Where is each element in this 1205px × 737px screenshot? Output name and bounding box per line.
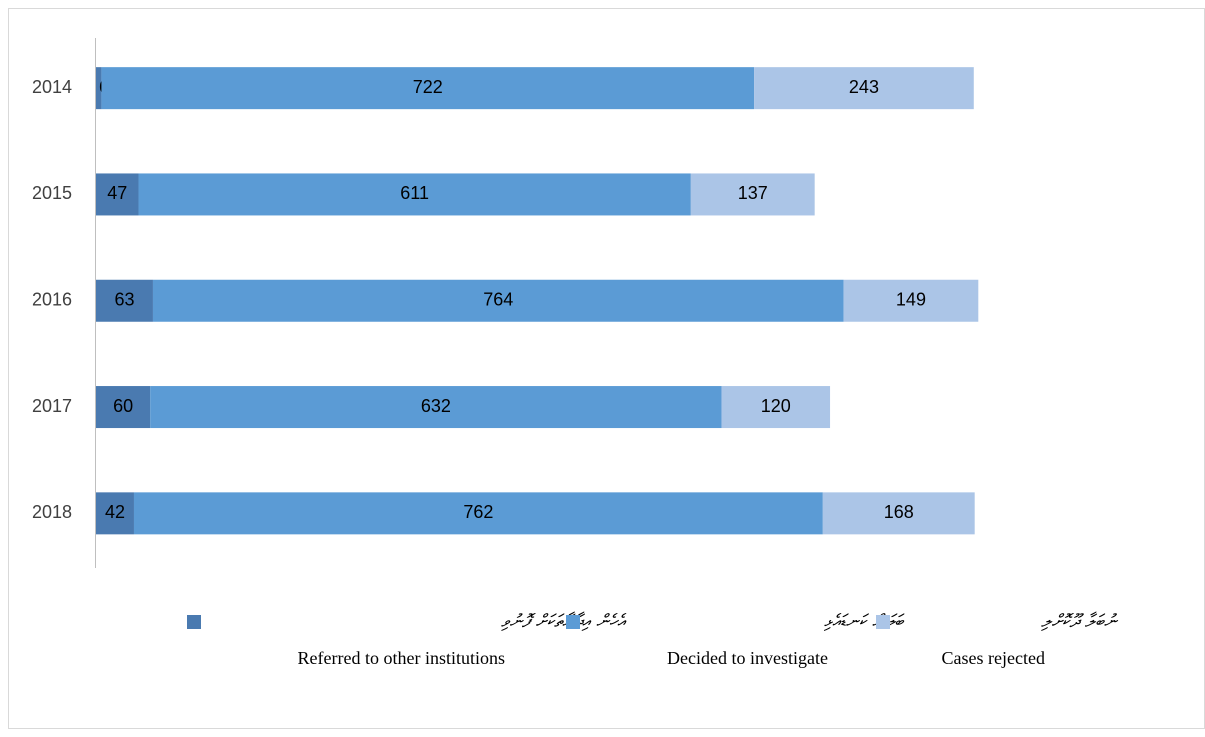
- legend-swatch: [187, 615, 201, 629]
- legend-label-dv: ނުބަލާ ދޫކޮށްލި: [1041, 611, 1119, 632]
- legend-label-dv: އެހެން އިދާރާތަކަށް ފޮނުވި: [501, 611, 628, 632]
- legend-swatch: [876, 615, 890, 629]
- y-tick-label: 2018: [32, 502, 72, 522]
- y-tick-label: 2014: [32, 77, 72, 97]
- bar-segment: [133, 492, 823, 535]
- bar-segment: [721, 386, 831, 429]
- value-label: 137: [738, 183, 768, 203]
- value-label: 764: [483, 290, 513, 310]
- bar-segment: [96, 67, 102, 110]
- legend-swatch: [566, 615, 580, 629]
- bar-segment: [822, 492, 975, 535]
- bar-segment: [152, 279, 844, 322]
- bar-segment: [96, 492, 134, 535]
- value-label: 168: [884, 502, 914, 522]
- bar-segment: [96, 386, 151, 429]
- value-label: 632: [421, 396, 451, 416]
- value-label: 60: [113, 396, 133, 416]
- y-tick-label: 2017: [32, 396, 72, 416]
- value-label: 47: [107, 183, 127, 203]
- y-tick-label: 2016: [32, 290, 72, 310]
- bar-segment: [690, 173, 815, 216]
- value-label: 722: [413, 77, 443, 97]
- legend-label-dv: ބަލަން ކަނޑައެޅި: [823, 611, 905, 632]
- y-tick-label: 2015: [32, 183, 72, 203]
- bar-segment: [843, 279, 979, 322]
- bar-segment: [101, 67, 755, 110]
- value-label: 42: [105, 502, 125, 522]
- bar-segment: [754, 67, 974, 110]
- value-label: 149: [896, 290, 926, 310]
- value-label: 762: [463, 502, 493, 522]
- value-label: 120: [761, 396, 791, 416]
- bar-segment: [150, 386, 722, 429]
- value-label: 243: [849, 77, 879, 97]
- legend-label: Referred to other institutions: [298, 648, 505, 668]
- bar-segment: [138, 173, 691, 216]
- value-label: 63: [114, 290, 134, 310]
- legend-label: Cases rejected: [942, 648, 1045, 668]
- value-label: 611: [400, 183, 429, 203]
- bar-segment: [96, 173, 139, 216]
- bar-segment: [96, 279, 153, 322]
- legend-label: Decided to investigate: [667, 648, 828, 668]
